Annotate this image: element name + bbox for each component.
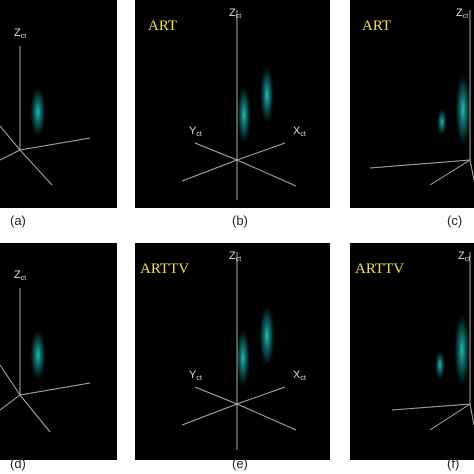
axis-line bbox=[0, 364, 21, 396]
panel-caption: (c) bbox=[447, 213, 462, 228]
axis-line bbox=[0, 149, 21, 161]
axis-label: Yct bbox=[189, 369, 202, 382]
axis-line bbox=[19, 149, 53, 186]
axis-line bbox=[369, 159, 471, 169]
axis-line bbox=[181, 403, 238, 426]
panel-caption: (e) bbox=[232, 456, 248, 471]
axis-label: Zct bbox=[458, 250, 470, 263]
method-label: ART bbox=[362, 18, 391, 34]
axis-line bbox=[19, 382, 91, 396]
reconstruction-blob bbox=[236, 328, 250, 388]
axis-letter: X bbox=[293, 125, 301, 137]
reconstruction-blob bbox=[237, 85, 251, 145]
axis-letter: Z bbox=[229, 7, 236, 19]
reconstruction-blob bbox=[30, 86, 46, 138]
panel: Zct ARTTV bbox=[350, 243, 474, 460]
panel-image bbox=[135, 243, 330, 460]
reconstruction-blob bbox=[260, 65, 274, 125]
axis-letter: Z bbox=[14, 27, 21, 39]
axis-subscript: ct bbox=[300, 131, 306, 138]
axis-letter: Y bbox=[189, 125, 197, 137]
axis-label: Zct bbox=[14, 269, 26, 282]
axis-label: Zct bbox=[14, 27, 26, 40]
panel-image bbox=[350, 243, 474, 460]
axis-label: Zct bbox=[229, 250, 241, 263]
axis-subscript: ct bbox=[465, 256, 471, 263]
axis-subscript: ct bbox=[21, 33, 27, 40]
reconstruction-blob bbox=[435, 350, 445, 380]
panel: Zct bbox=[0, 243, 117, 460]
axis-line bbox=[0, 125, 21, 151]
axis-letter: Z bbox=[229, 250, 236, 262]
method-label: ART bbox=[148, 18, 177, 34]
panel-caption: (f) bbox=[447, 456, 459, 471]
panel: Zct ART bbox=[350, 0, 474, 208]
axis-line bbox=[236, 386, 286, 405]
axis-line bbox=[236, 403, 297, 431]
axis-line bbox=[194, 386, 238, 405]
axis-line bbox=[0, 394, 21, 411]
axis-line bbox=[181, 159, 238, 182]
axis-label: Zct bbox=[229, 7, 241, 20]
axis-subscript: ct bbox=[196, 375, 202, 382]
panel-caption: (b) bbox=[232, 213, 248, 228]
reconstruction-blob bbox=[30, 329, 46, 381]
axis-letter: X bbox=[293, 369, 301, 381]
axis-label: Yct bbox=[189, 125, 202, 138]
axis-line bbox=[236, 142, 286, 161]
axis-subscript: ct bbox=[236, 13, 242, 20]
axis-line bbox=[19, 394, 51, 433]
axis-subscript: ct bbox=[463, 13, 469, 20]
method-label: ARTTV bbox=[355, 261, 404, 277]
axis-subscript: ct bbox=[300, 375, 306, 382]
axis-line bbox=[429, 159, 471, 186]
panel: Zct bbox=[0, 0, 117, 208]
reconstruction-blob bbox=[454, 312, 470, 388]
axis-line bbox=[469, 159, 474, 181]
panel-image bbox=[135, 0, 330, 208]
axis-line bbox=[194, 142, 238, 161]
axis-subscript: ct bbox=[21, 275, 27, 282]
axis-subscript: ct bbox=[196, 131, 202, 138]
axis-subscript: ct bbox=[236, 256, 242, 263]
axis-line bbox=[469, 403, 474, 426]
axis-letter: Z bbox=[456, 7, 463, 19]
reconstruction-blob bbox=[259, 304, 275, 368]
reconstruction-blob bbox=[455, 72, 471, 148]
panel-caption: (d) bbox=[10, 456, 26, 471]
axis-label: Xct bbox=[293, 125, 306, 138]
axis-label: Zct bbox=[456, 7, 468, 20]
axis-label: Xct bbox=[293, 369, 306, 382]
method-label: ARTTV bbox=[140, 261, 189, 277]
panel-caption: (a) bbox=[10, 213, 26, 228]
axis-line bbox=[236, 159, 297, 187]
axis-letter: Y bbox=[189, 369, 197, 381]
axis-line bbox=[19, 137, 91, 151]
axis-line bbox=[429, 403, 471, 431]
reconstruction-blob bbox=[437, 108, 447, 136]
axis-letter: Z bbox=[14, 269, 21, 281]
panel-image bbox=[350, 0, 474, 208]
axis-line bbox=[391, 403, 471, 411]
axis-letter: Z bbox=[458, 250, 465, 262]
